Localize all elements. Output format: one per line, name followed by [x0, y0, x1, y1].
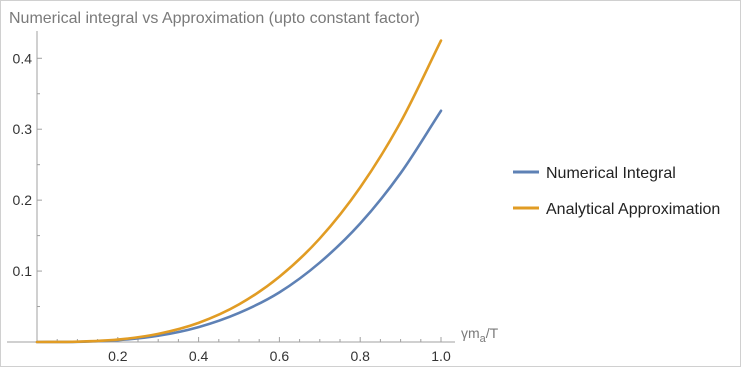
- x-tick-label: 0.4: [189, 348, 209, 364]
- x-tick-label: 0.2: [108, 348, 128, 364]
- y-tick-label: 0.3: [13, 121, 33, 137]
- x-tick-label: 0.8: [350, 348, 370, 364]
- y-tick-label: 0.1: [13, 263, 33, 279]
- chart-title: Numerical integral vs Approximation (upt…: [9, 10, 420, 27]
- legend-label: Numerical Integral: [546, 165, 676, 182]
- ticks: 0.2 0.4 0.6 0.8 1.0 0.1 0.2 0.3 0.4: [13, 50, 451, 364]
- x-tick-label: 0.6: [270, 348, 290, 364]
- x-axis-label: γma/T: [461, 325, 499, 345]
- series-group: [35, 39, 443, 344]
- series-line-numerical-integral: [35, 109, 443, 344]
- axes: [7, 31, 455, 343]
- y-tick-label: 0.4: [13, 50, 33, 66]
- series-line-analytical-approximation: [35, 39, 443, 344]
- y-tick-label: 0.2: [13, 192, 33, 208]
- legend-label: Analytical Approximation: [546, 201, 720, 218]
- legend: Numerical Integral Analytical Approximati…: [513, 165, 720, 218]
- x-tick-label: 1.0: [431, 348, 451, 364]
